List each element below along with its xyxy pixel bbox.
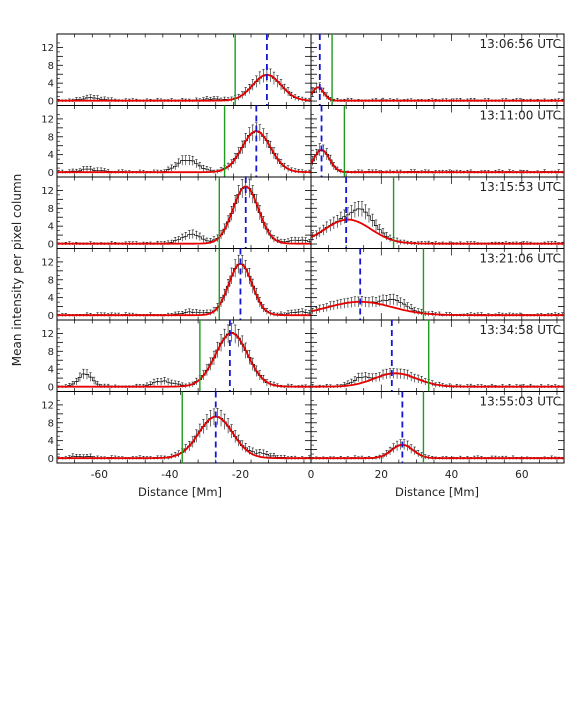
timestamp-label: 13:11:00 UTC — [480, 109, 562, 123]
y-tick-label: 0 — [48, 383, 54, 394]
panel-4-right: 13:21:06 UTC — [310, 248, 565, 321]
x-tick-label: -20 — [232, 469, 249, 481]
y-tick-label: 12 — [41, 114, 54, 125]
panel-6-left: 0 4 8 12 — [41, 391, 312, 465]
x-tick-label: 60 — [515, 469, 528, 481]
y-tick-label: 0 — [48, 97, 54, 108]
y-axis-label: Mean intensity per pixel column — [10, 174, 24, 367]
y-tick-label: 4 — [48, 436, 54, 447]
data-line — [57, 332, 311, 388]
y-tick-label: 0 — [48, 240, 54, 251]
x-tick-label: -40 — [161, 469, 178, 481]
fit-curve — [57, 415, 311, 460]
fit-curve — [310, 148, 564, 174]
panel-6-right: 13:55:03 UTC — [310, 391, 565, 464]
y-tick-label: 0 — [48, 454, 54, 465]
panel-5-right: 13:34:58 UTC — [310, 319, 565, 392]
y-tick-label: 8 — [48, 418, 54, 429]
y-tick-label: 12 — [41, 257, 54, 268]
panel-frame — [56, 105, 312, 178]
data-series — [57, 254, 311, 317]
y-tick-label: 8 — [48, 347, 54, 358]
y-tick-label: 4 — [48, 222, 54, 233]
panel-3-left: 0 4 8 12 — [41, 176, 312, 251]
data-series — [57, 322, 311, 389]
data-series — [311, 439, 564, 460]
fit-curve — [57, 332, 311, 388]
panel-1-left: 0 4 8 12 — [41, 33, 312, 108]
panel-4-left: 0 4 8 12 — [41, 248, 312, 322]
y-tick-label: 0 — [48, 168, 54, 179]
x-tick-label: 40 — [445, 469, 458, 481]
y-tick-label: 8 — [48, 132, 54, 143]
panel-5-left: 0 4 8 12 — [41, 319, 312, 394]
x-tick-label: 20 — [375, 469, 388, 481]
fit-curve — [310, 218, 564, 245]
data-series — [57, 68, 311, 103]
fit-curve — [57, 73, 312, 102]
timestamp-label: 13:21:06 UTC — [480, 252, 562, 266]
axis-labels: Mean intensity per pixel column Distance… — [10, 174, 479, 499]
data-line — [57, 74, 311, 102]
data-line — [311, 444, 564, 459]
data-line — [311, 149, 564, 173]
y-tick-label: 4 — [48, 293, 54, 304]
y-tick-label: 12 — [41, 400, 54, 411]
fit-curve — [310, 300, 564, 317]
fit-curve — [57, 185, 311, 245]
fit-curve — [311, 443, 564, 460]
fit-curve — [311, 372, 564, 388]
panel-2-left: 0 4 8 12 — [41, 105, 312, 179]
fit-curve — [310, 86, 564, 102]
panel-frame — [56, 248, 312, 321]
data-line — [57, 416, 311, 459]
y-tick-label: 8 — [48, 61, 54, 72]
y-tick-label: 12 — [41, 43, 54, 54]
fit-curve — [57, 262, 311, 317]
timestamp-label: 13:55:03 UTC — [480, 395, 562, 409]
data-line — [311, 87, 564, 102]
fit-curve — [57, 130, 312, 174]
y-tick-label: 8 — [48, 204, 54, 215]
x-tick-labels: -60 -40 -20 0 20 40 60 — [91, 469, 529, 481]
data-line — [57, 185, 311, 245]
timestamp-label: 13:06:56 UTC — [480, 37, 562, 51]
timestamp-label: 13:34:58 UTC — [480, 323, 562, 337]
x-tick-label: -60 — [91, 469, 108, 481]
x-axis-label-left: Distance [Mm] — [138, 485, 222, 499]
data-series — [311, 293, 564, 317]
y-tick-label: 12 — [41, 186, 54, 197]
data-series — [311, 201, 564, 246]
data-line — [311, 208, 564, 245]
data-series — [311, 82, 564, 103]
panel-3-right: 13:15:53 UTC — [310, 176, 565, 249]
y-tick-label: 4 — [48, 150, 54, 161]
timestamp-label: 13:15:53 UTC — [480, 180, 562, 194]
y-tick-label: 0 — [48, 311, 54, 322]
data-series — [311, 143, 564, 174]
panel-frame — [56, 33, 312, 106]
y-tick-label: 4 — [48, 79, 54, 90]
panel-2-right: 13:11:00 UTC — [310, 105, 565, 178]
panel-1-right: 13:06:56 UTC — [310, 33, 565, 106]
y-tick-label: 4 — [48, 365, 54, 376]
y-tick-label: 12 — [41, 329, 54, 340]
x-tick-label: 0 — [308, 469, 315, 481]
y-tick-label: 8 — [48, 275, 54, 286]
x-axis-label-right: Distance [Mm] — [395, 485, 479, 499]
panel-grid: 0 4 8 12 13:06:56 UTC 0 4 8 12 13:11:00 UTC 0 4 8 12 1… — [41, 33, 565, 481]
data-line — [57, 263, 311, 316]
